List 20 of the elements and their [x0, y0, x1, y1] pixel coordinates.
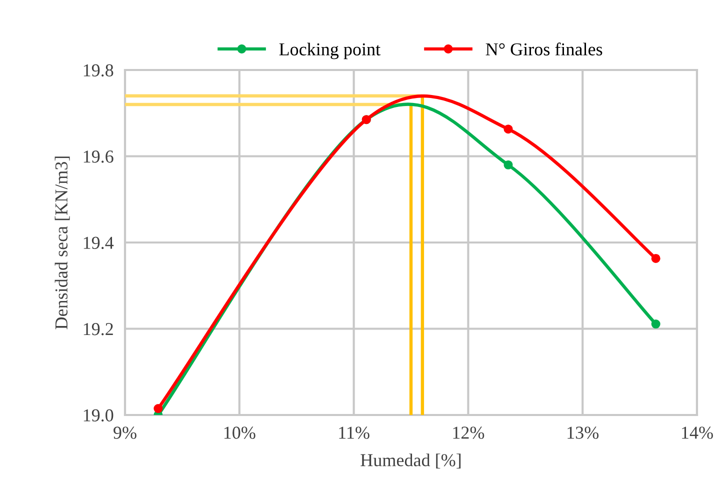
legend-label: N° Giros finales: [486, 42, 602, 56]
point: [651, 254, 660, 263]
x-tick-label: 12%: [453, 426, 484, 439]
point: [504, 124, 513, 134]
y-tick-label: 19.8: [84, 64, 114, 77]
y-tick-label: 19.4: [84, 236, 114, 250]
point: [154, 404, 163, 414]
y-axis-title: Densidad seca [KN/m3]: [54, 156, 70, 330]
y-tick-label: 19.0: [84, 409, 114, 422]
x-tick-label: 10%: [224, 426, 256, 439]
x-tick-label: 14%: [682, 426, 713, 439]
point: [651, 319, 660, 329]
y-tick-label: 19.2: [84, 323, 113, 336]
x-tick-label: 11%: [339, 426, 370, 439]
point: [504, 160, 513, 170]
x-tick-label: 9%: [114, 426, 136, 439]
legend-label: Locking point: [279, 42, 380, 60]
x-tick-label: 13%: [568, 426, 599, 439]
y-tick-label: 19.6: [84, 150, 114, 163]
x-axis-title: Humedad [%]: [360, 454, 461, 469]
